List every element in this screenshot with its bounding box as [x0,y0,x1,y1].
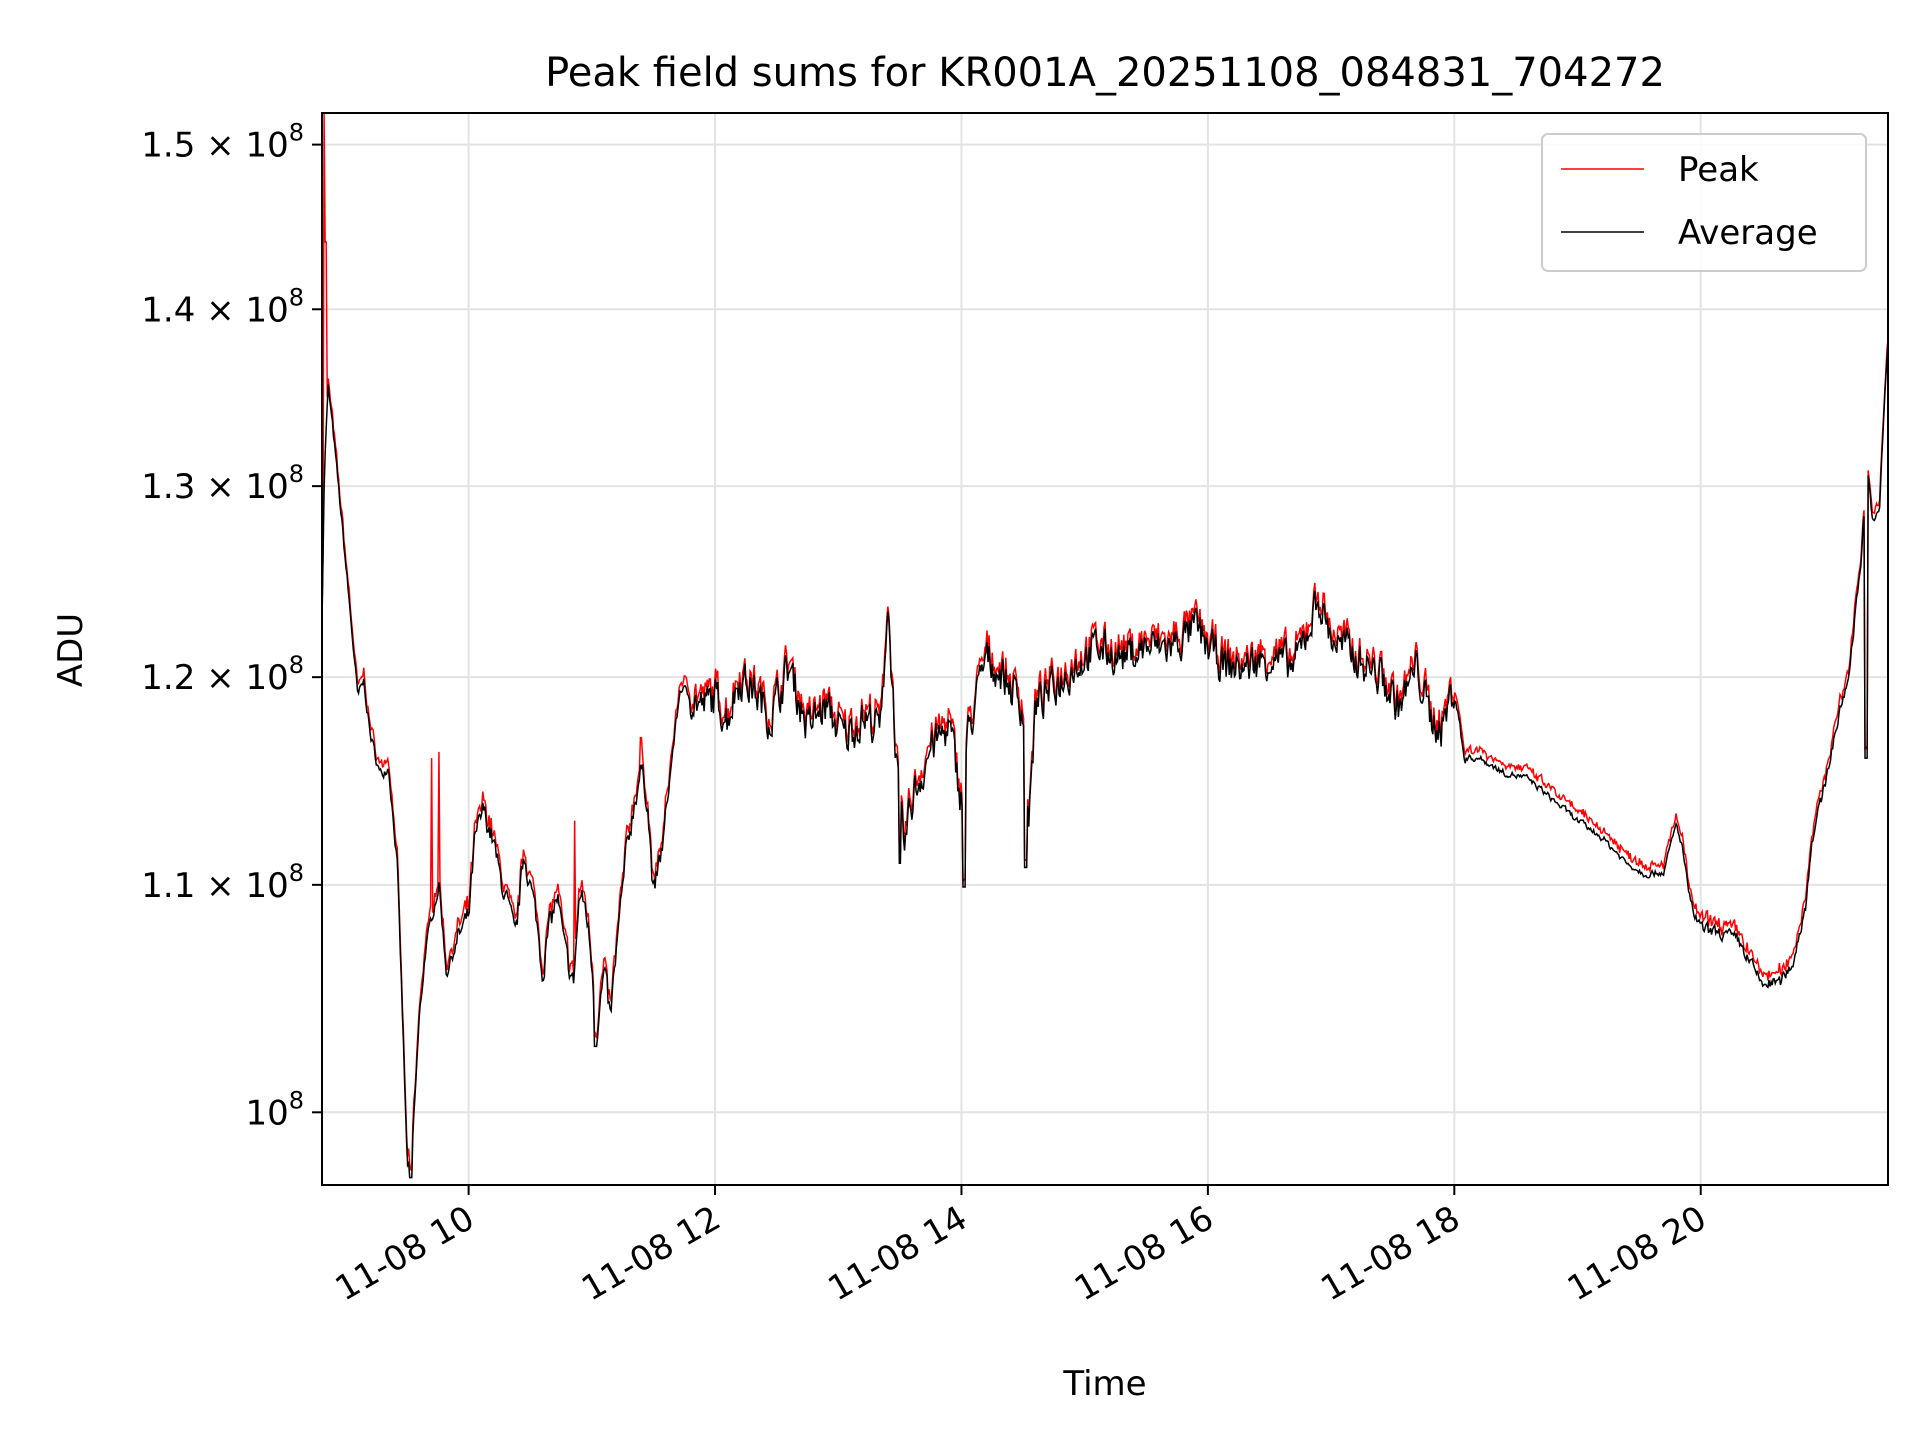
series-peak-line [322,113,1888,1172]
y-axis-label: ADU [51,613,91,687]
legend-peak-label: Peak [1678,150,1759,190]
y-tick-label: 108 [245,1086,304,1133]
y-tick-label: 1.3 × 108 [141,460,304,507]
chart-title: Peak field sums for KR001A_20251108_0848… [545,50,1665,96]
y-tick-label: 1.5 × 108 [141,119,304,166]
series-lines [322,113,1888,1179]
plot-frame [321,112,1889,1186]
series-average-line [322,344,1888,1179]
y-tick-label: 1.2 × 108 [141,651,304,698]
legend: Peak Average [1541,133,1867,272]
y-axis: 108 1.1 × 108 1.2 × 108 1.3 × 108 1.4 × 108 1… [141,119,322,1133]
legend-average-label: Average [1678,213,1818,253]
y-tick-label: 1.1 × 108 [141,859,304,906]
y-tick-label: 1.4 × 108 [141,283,304,330]
x-axis-label: Time [1062,1364,1146,1404]
